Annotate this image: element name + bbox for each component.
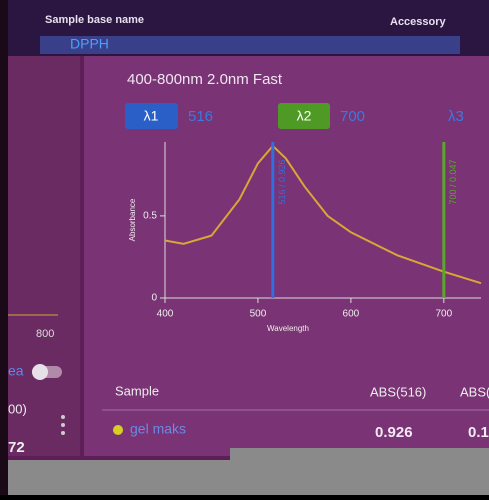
x-tick-label: 700 [435, 309, 452, 320]
side-panel [8, 56, 80, 456]
settings: 400-800nm 2.0nm Fast [127, 71, 283, 88]
header-title: Sample base name [45, 14, 144, 26]
cell: 0.1 [468, 424, 489, 441]
marker-label: 516 / 0.926 [277, 159, 287, 204]
x-tick-label: 600 [343, 309, 360, 320]
lambda-value: 516 [188, 108, 213, 125]
y-axis-label: Absorbance [128, 198, 137, 241]
edge [0, 0, 8, 495]
x-tick-label: 500 [250, 309, 267, 320]
y-tick-label: 0.5 [143, 211, 157, 222]
menu[interactable] [61, 415, 65, 435]
side-value: 72 [8, 439, 25, 456]
sample-name[interactable]: gel maks [130, 421, 186, 437]
sample-base: DPPH [70, 36, 109, 52]
bottom-bar [230, 448, 489, 495]
accessory[interactable]: Accessory [390, 16, 447, 28]
x-tick-label: 400 [157, 309, 174, 320]
toggle-knob [32, 364, 48, 380]
x-axis-label: Wavelength [267, 324, 309, 333]
marker-label: 700 / 0.047 [448, 159, 458, 204]
lambda-label: λ2 [297, 108, 312, 124]
unit: 00) [8, 401, 27, 416]
y-tick-label: 0 [151, 293, 157, 304]
cell: 0.926 [375, 424, 413, 441]
toggle-label: ea [8, 363, 24, 379]
page: Sample base name Accessory DPPH 400-800n… [0, 0, 489, 495]
table-header: ABS( [460, 384, 489, 399]
sample-dot [113, 425, 123, 435]
table-header: Sample [115, 383, 159, 398]
screen: Sample base name Accessory DPPH 400-800n… [0, 0, 489, 495]
lambda-value: 700 [340, 108, 365, 125]
side-tick: 800 [36, 328, 54, 340]
table-header: ABS(516) [370, 384, 426, 399]
bottom-bar [8, 460, 230, 495]
lambda-label[interactable]: λ3 [448, 108, 464, 125]
lambda-label: λ1 [144, 108, 159, 124]
